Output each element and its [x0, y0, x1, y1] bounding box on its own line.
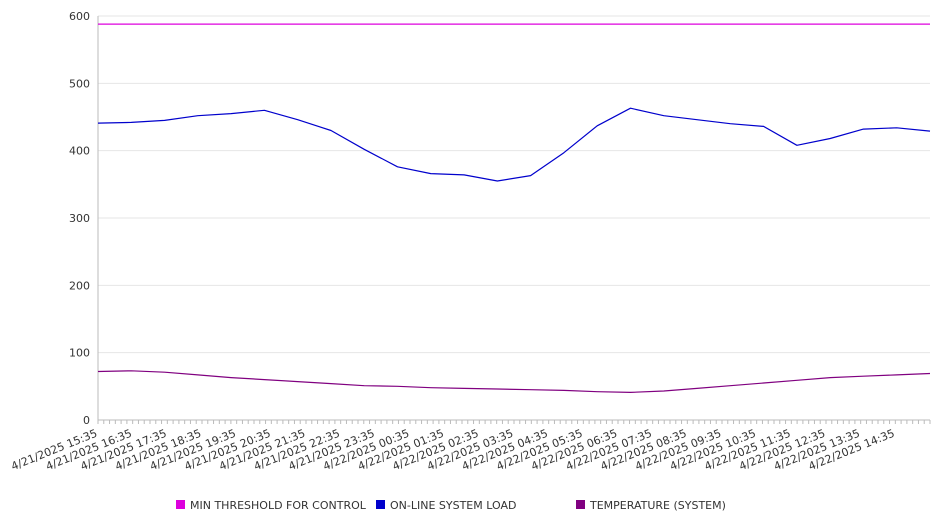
legend-label: ON-LINE SYSTEM LOAD	[390, 499, 516, 512]
legend-swatch	[176, 500, 185, 509]
legend-swatch	[376, 500, 385, 509]
legend: MIN THRESHOLD FOR CONTROL ON-LINE SYSTEM …	[176, 499, 726, 512]
series-line-1	[97, 107, 931, 182]
y-tick-label: 600	[69, 10, 90, 23]
series-line-2	[97, 370, 931, 393]
gridlines	[98, 15, 930, 354]
legend-label: TEMPERATURE (SYSTEM)	[589, 499, 726, 512]
series-lines	[97, 23, 931, 393]
y-tick-label: 400	[69, 145, 90, 158]
y-tick-label: 0	[83, 414, 90, 427]
y-tick-label: 100	[69, 347, 90, 360]
y-tick-label: 200	[69, 279, 90, 292]
y-tick-label: 500	[69, 77, 90, 90]
x-axis: 4/21/2025 15:354/21/2025 16:354/21/2025 …	[9, 419, 931, 473]
legend-label: MIN THRESHOLD FOR CONTROL	[190, 499, 367, 512]
y-tick-label: 300	[69, 212, 90, 225]
y-axis: 0 100 200 300 400 500 600	[69, 10, 99, 427]
legend-swatch	[576, 500, 585, 509]
